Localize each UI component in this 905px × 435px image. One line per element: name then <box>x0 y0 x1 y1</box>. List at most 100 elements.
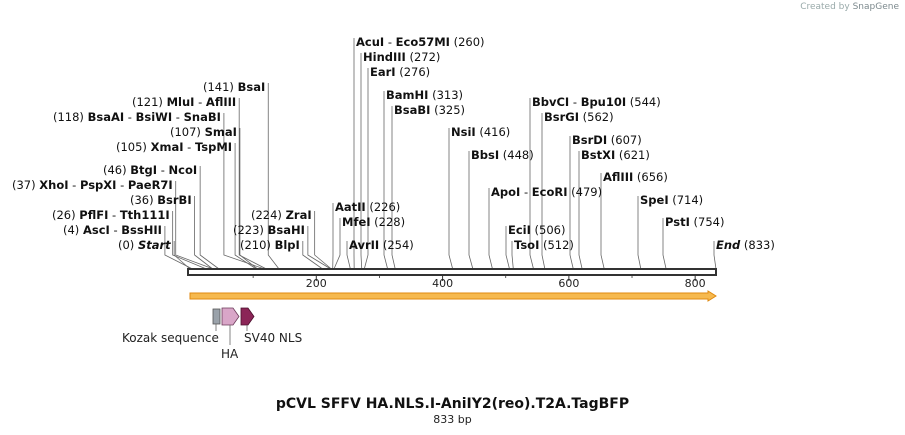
site-label-blpi[interactable]: (210) BlpI <box>240 238 300 252</box>
site-label-part: (118) <box>53 110 88 124</box>
site-label-zrai[interactable]: (224) ZraI <box>251 208 312 222</box>
site-label-part: - <box>110 223 121 237</box>
site-label-part: (46) <box>103 163 130 177</box>
site-line <box>172 211 207 270</box>
site-label-part: Start <box>138 238 171 252</box>
site-label-btgi[interactable]: (46) BtgI - NcoI <box>103 163 197 177</box>
site-label-part: MluI <box>167 95 195 109</box>
site-label-part: BamHI <box>386 88 428 102</box>
site-label-bsrdi[interactable]: BsrDI (607) <box>572 133 642 147</box>
site-label-part: Eco57MI <box>396 35 450 49</box>
site-label-mlui[interactable]: (121) MluI - AflIII <box>132 95 236 109</box>
site-label-part: - <box>569 95 580 109</box>
site-label-acui[interactable]: AcuI - Eco57MI (260) <box>356 35 485 49</box>
site-label-aatii[interactable]: AatII (226) <box>335 200 400 214</box>
site-label-part: - <box>108 208 119 222</box>
site-label-tsoi[interactable]: TsoI (512) <box>514 238 574 252</box>
site-line <box>175 181 214 270</box>
linear-map: (0) Start(4) AscI - BssHII(26) PflFI - T… <box>12 35 775 361</box>
feature-ha <box>221 307 240 326</box>
site-label-part: NcoI <box>169 163 198 177</box>
site-line <box>511 241 514 270</box>
site-label-part: Tth111I <box>120 208 170 222</box>
site-label-bamhi[interactable]: BamHI (313) <box>386 88 463 102</box>
site-label-part: - <box>194 95 205 109</box>
site-label-part: XhoI <box>39 178 68 192</box>
site-label-part: EciI <box>508 223 531 237</box>
site-label-part: (448) <box>499 148 534 162</box>
site-label-bsrgi[interactable]: BsrGI (562) <box>544 110 614 124</box>
site-label-bbsi[interactable]: BbsI (448) <box>471 148 534 162</box>
site-label-psti[interactable]: PstI (754) <box>665 215 724 229</box>
site-label-part: BsaAI <box>88 110 125 124</box>
site-label-bsahi[interactable]: (223) BsaHI <box>233 223 305 237</box>
site-label-asci[interactable]: (4) AscI - BssHII <box>63 223 162 237</box>
tick-label: 800 <box>685 277 706 290</box>
site-label-part: (313) <box>428 88 463 102</box>
site-label-part: (754) <box>690 215 725 229</box>
site-line <box>468 151 474 270</box>
site-label-xmai[interactable]: (105) XmaI - TspMI <box>116 140 232 154</box>
site-label-part: (226) <box>366 200 401 214</box>
site-label-part: BssHII <box>121 223 162 237</box>
site-line <box>164 226 193 270</box>
site-label-end[interactable]: End (833) <box>716 238 775 252</box>
site-label-part: (105) <box>116 140 151 154</box>
site-label-bsaai[interactable]: (118) BsaAI - BsiWI - SnaBI <box>53 110 221 124</box>
site-label-apoi[interactable]: ApoI - EcoRI (479) <box>491 185 602 199</box>
site-label-part: TspMI <box>195 140 232 154</box>
site-label-mfei[interactable]: MfeI (228) <box>342 215 405 229</box>
site-label-part: (36) <box>130 193 157 207</box>
site-line <box>600 173 605 270</box>
site-label-bstxi[interactable]: BstXI (621) <box>581 148 650 162</box>
site-label-part: (4) <box>63 223 83 237</box>
site-label-ecii[interactable]: EciI (506) <box>508 223 566 237</box>
tick-label: 200 <box>306 277 327 290</box>
site-label-eari[interactable]: EarI (276) <box>370 65 430 79</box>
site-label-part: - <box>124 110 135 124</box>
site-label-start[interactable]: (0) Start <box>118 238 171 252</box>
site-label-spei[interactable]: SpeI (714) <box>640 193 703 207</box>
site-line <box>488 188 493 270</box>
site-label-part: - <box>520 185 531 199</box>
site-label-avrii[interactable]: AvrII (254) <box>349 238 414 252</box>
site-label-bsai[interactable]: (141) BsaI <box>203 80 265 94</box>
site-label-part: Bpu10I <box>581 95 626 109</box>
site-label-part: EcoRI <box>532 185 568 199</box>
site-label-part: (228) <box>371 215 406 229</box>
site-label-part: PspXI <box>80 178 116 192</box>
site-label-pflfi[interactable]: (26) PflFI - Tth111I <box>52 208 170 222</box>
site-label-part: - <box>172 110 183 124</box>
site-line <box>391 106 396 270</box>
site-label-part: (416) <box>476 125 511 139</box>
site-label-part: (224) <box>251 208 286 222</box>
site-label-afliii[interactable]: AflIII (656) <box>603 170 668 184</box>
tick-label: 400 <box>432 277 453 290</box>
site-label-smai[interactable]: (107) SmaI <box>170 125 237 139</box>
site-label-part: NsiI <box>451 125 476 139</box>
site-line <box>569 136 574 270</box>
site-label-part: - <box>116 178 127 192</box>
site-label-nsii[interactable]: NsiI (416) <box>451 125 510 139</box>
site-label-part: SnaBI <box>184 110 221 124</box>
site-label-part: - <box>384 35 395 49</box>
site-line <box>234 143 257 270</box>
site-label-part: ZraI <box>286 208 312 222</box>
site-label-part: (562) <box>579 110 614 124</box>
site-line <box>238 98 267 270</box>
site-label-bsabi[interactable]: BsaBI (325) <box>394 103 465 117</box>
site-label-hindiii[interactable]: HindIII (272) <box>363 50 440 64</box>
site-labels: (0) Start(4) AscI - BssHII(26) PflFI - T… <box>12 35 775 252</box>
site-lines <box>164 38 717 270</box>
site-label-xhoi[interactable]: (37) XhoI - PspXI - PaeR7I <box>12 178 173 192</box>
site-label-part: (260) <box>450 35 485 49</box>
site-label-part: (512) <box>539 238 574 252</box>
site-line <box>346 241 351 270</box>
site-label-bbvci[interactable]: BbvCI - Bpu10I (544) <box>532 95 661 109</box>
site-label-bsrbi[interactable]: (36) BsrBI <box>130 193 192 207</box>
sequence-backbone <box>187 268 717 276</box>
site-line <box>199 166 220 270</box>
site-line <box>448 128 454 270</box>
site-label-part: AcuI <box>356 35 384 49</box>
site-line <box>541 113 546 270</box>
